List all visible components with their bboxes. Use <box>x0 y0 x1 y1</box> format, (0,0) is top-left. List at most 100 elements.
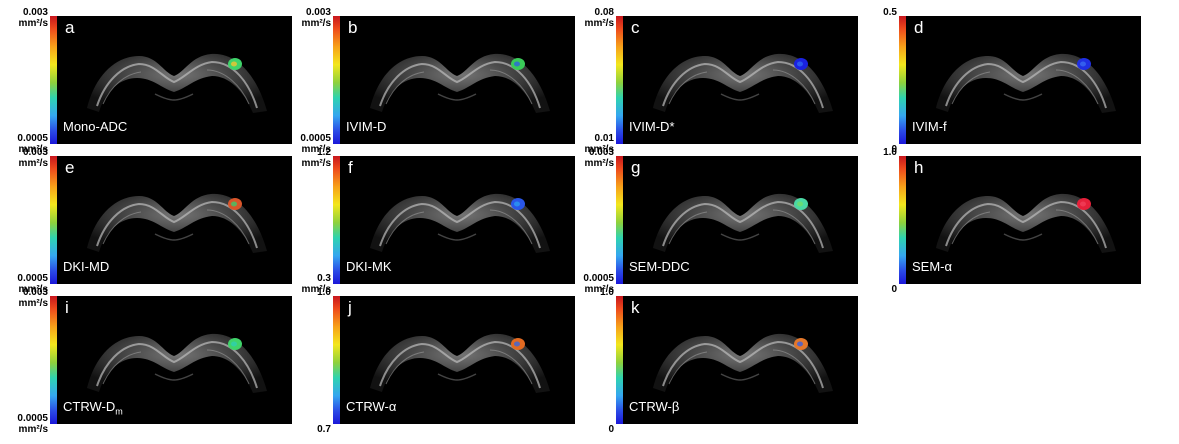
colorbar <box>50 16 57 144</box>
parameter-label: IVIM-D <box>346 119 387 135</box>
mri-image: a Mono-ADC <box>57 16 292 144</box>
lesion-core <box>797 61 803 67</box>
lesion-core <box>231 201 237 207</box>
lesion-core <box>514 341 520 347</box>
lesion-core <box>231 341 237 347</box>
colorbar-min-label: 0 <box>891 284 897 295</box>
breast-mri-slice <box>623 16 858 144</box>
colorbar-min-label: 0 <box>891 144 897 155</box>
panel-a: 0.003 mm²/s 0.0005 mm²/s a Mono-ADC <box>2 7 292 155</box>
breast-mri-slice <box>623 296 858 424</box>
breast-mri-slice <box>57 296 292 424</box>
colorbar-min-label: 0.0005 mm²/s <box>300 133 331 155</box>
mri-image: h SEM-α <box>906 156 1141 284</box>
panel-g: 0.003 mm²/s 0.0005 mm²/s g SEM-DDC <box>568 147 858 295</box>
colorbar-max-label: 0.003 mm²/s <box>18 147 48 169</box>
panel-k: 1.0 0 k CTRW-β <box>568 287 858 435</box>
breast-mri-slice <box>340 16 575 144</box>
colorbar-min-label: 0.3 mm²/s <box>301 273 331 295</box>
parameter-label: SEM-α <box>912 259 953 275</box>
panel-j: 1.0 0.7 j CTRW-α <box>285 287 575 435</box>
breast-mri-slice <box>340 296 575 424</box>
breast-mri-slice <box>57 156 292 284</box>
panel-letter: d <box>914 18 924 37</box>
parameter-label: CTRW-α <box>346 399 397 415</box>
mri-image: j CTRW-α <box>340 296 575 424</box>
parameter-label: CTRW-β <box>629 399 680 415</box>
panel-e: 0.003 mm²/s 0.0005 mm²/s e DKI-MD <box>2 147 292 295</box>
mri-image: f DKI-MK <box>340 156 575 284</box>
parameter-label: SEM-DDC <box>629 259 690 275</box>
panel-letter: g <box>631 158 641 177</box>
colorbar <box>333 16 340 144</box>
colorbar-max-label: 0.003 mm²/s <box>301 7 331 29</box>
parameter-label: IVIM-f <box>912 119 947 135</box>
colorbar-max-label: 1.0 <box>600 287 614 298</box>
panel-c: 0.08 mm²/s 0.01 mm²/s c IVIM-D* <box>568 7 858 155</box>
colorbar <box>333 296 340 424</box>
parameter-label: CTRW-Dm <box>63 399 123 417</box>
colorbar <box>899 16 906 144</box>
colorbar-min-label: 0.0005 mm²/s <box>17 273 48 295</box>
lesion-core <box>1080 201 1086 207</box>
colorbar-max-label: 1.2 mm²/s <box>301 147 331 169</box>
breast-mri-slice <box>340 156 575 284</box>
panel-letter: b <box>348 18 358 37</box>
panel-letter: i <box>65 298 69 317</box>
breast-mri-slice <box>57 16 292 144</box>
panel-letter: a <box>65 18 75 37</box>
parameter-label: IVIM-D* <box>629 119 675 135</box>
panel-letter: k <box>631 298 640 317</box>
colorbar <box>616 296 623 424</box>
panel-letter: e <box>65 158 75 177</box>
parameter-label: DKI-MK <box>346 259 392 275</box>
lesion-core <box>514 201 520 207</box>
colorbar-min-label: 0.01 mm²/s <box>584 133 614 155</box>
breast-mri-slice <box>623 156 858 284</box>
panel-b: 0.003 mm²/s 0.0005 mm²/s b IVIM-D <box>285 7 575 155</box>
mri-image: d IVIM-f <box>906 16 1141 144</box>
colorbar-max-label: 0.003 mm²/s <box>18 287 48 309</box>
breast-mri-slice <box>906 156 1141 284</box>
lesion-core <box>797 341 803 347</box>
panel-f: 1.2 mm²/s 0.3 mm²/s f DKI-MK <box>285 147 575 295</box>
colorbar-max-label: 0.08 mm²/s <box>584 7 614 29</box>
parameter-label: DKI-MD <box>63 259 110 275</box>
panel-letter: j <box>348 298 352 317</box>
mri-image: e DKI-MD <box>57 156 292 284</box>
colorbar-max-label: 0.003 mm²/s <box>584 147 614 169</box>
colorbar-min-label: 0.0005 mm²/s <box>583 273 614 295</box>
panel-d: 0.5 0 d IVIM-f <box>851 7 1141 155</box>
panel-letter: f <box>348 158 353 177</box>
colorbar <box>899 156 906 284</box>
colorbar-max-label: 0.5 <box>883 7 897 18</box>
breast-mri-slice <box>906 16 1141 144</box>
mri-image: k CTRW-β <box>623 296 858 424</box>
parameter-label: Mono-ADC <box>63 119 128 135</box>
mri-image: i CTRW-Dm <box>57 296 292 424</box>
colorbar <box>50 156 57 284</box>
colorbar <box>616 156 623 284</box>
colorbar <box>333 156 340 284</box>
lesion-core <box>231 61 237 67</box>
colorbar <box>50 296 57 424</box>
colorbar-min-label: 0.0005 mm²/s <box>17 133 48 155</box>
lesion-core <box>514 61 520 67</box>
colorbar-max-label: 0.003 mm²/s <box>18 7 48 29</box>
colorbar-max-label: 1.0 <box>317 287 331 298</box>
lesion-core <box>1080 61 1086 67</box>
colorbar-min-label: 0 <box>608 424 614 435</box>
colorbar-max-label: 1.0 <box>883 147 897 158</box>
panel-letter: c <box>631 18 640 37</box>
panel-letter: h <box>914 158 924 177</box>
lesion-core <box>797 201 803 207</box>
mri-image: g SEM-DDC <box>623 156 858 284</box>
panel-i: 0.003 mm²/s 0.0005 mm²/s i CTRW-Dm <box>2 287 292 435</box>
mri-image: b IVIM-D <box>340 16 575 144</box>
mri-image: c IVIM-D* <box>623 16 858 144</box>
colorbar-min-label: 0.7 <box>317 424 331 435</box>
colorbar <box>616 16 623 144</box>
panel-h: 1.0 0 h SEM-α <box>851 147 1141 295</box>
colorbar-min-label: 0.0005 mm²/s <box>17 413 48 435</box>
